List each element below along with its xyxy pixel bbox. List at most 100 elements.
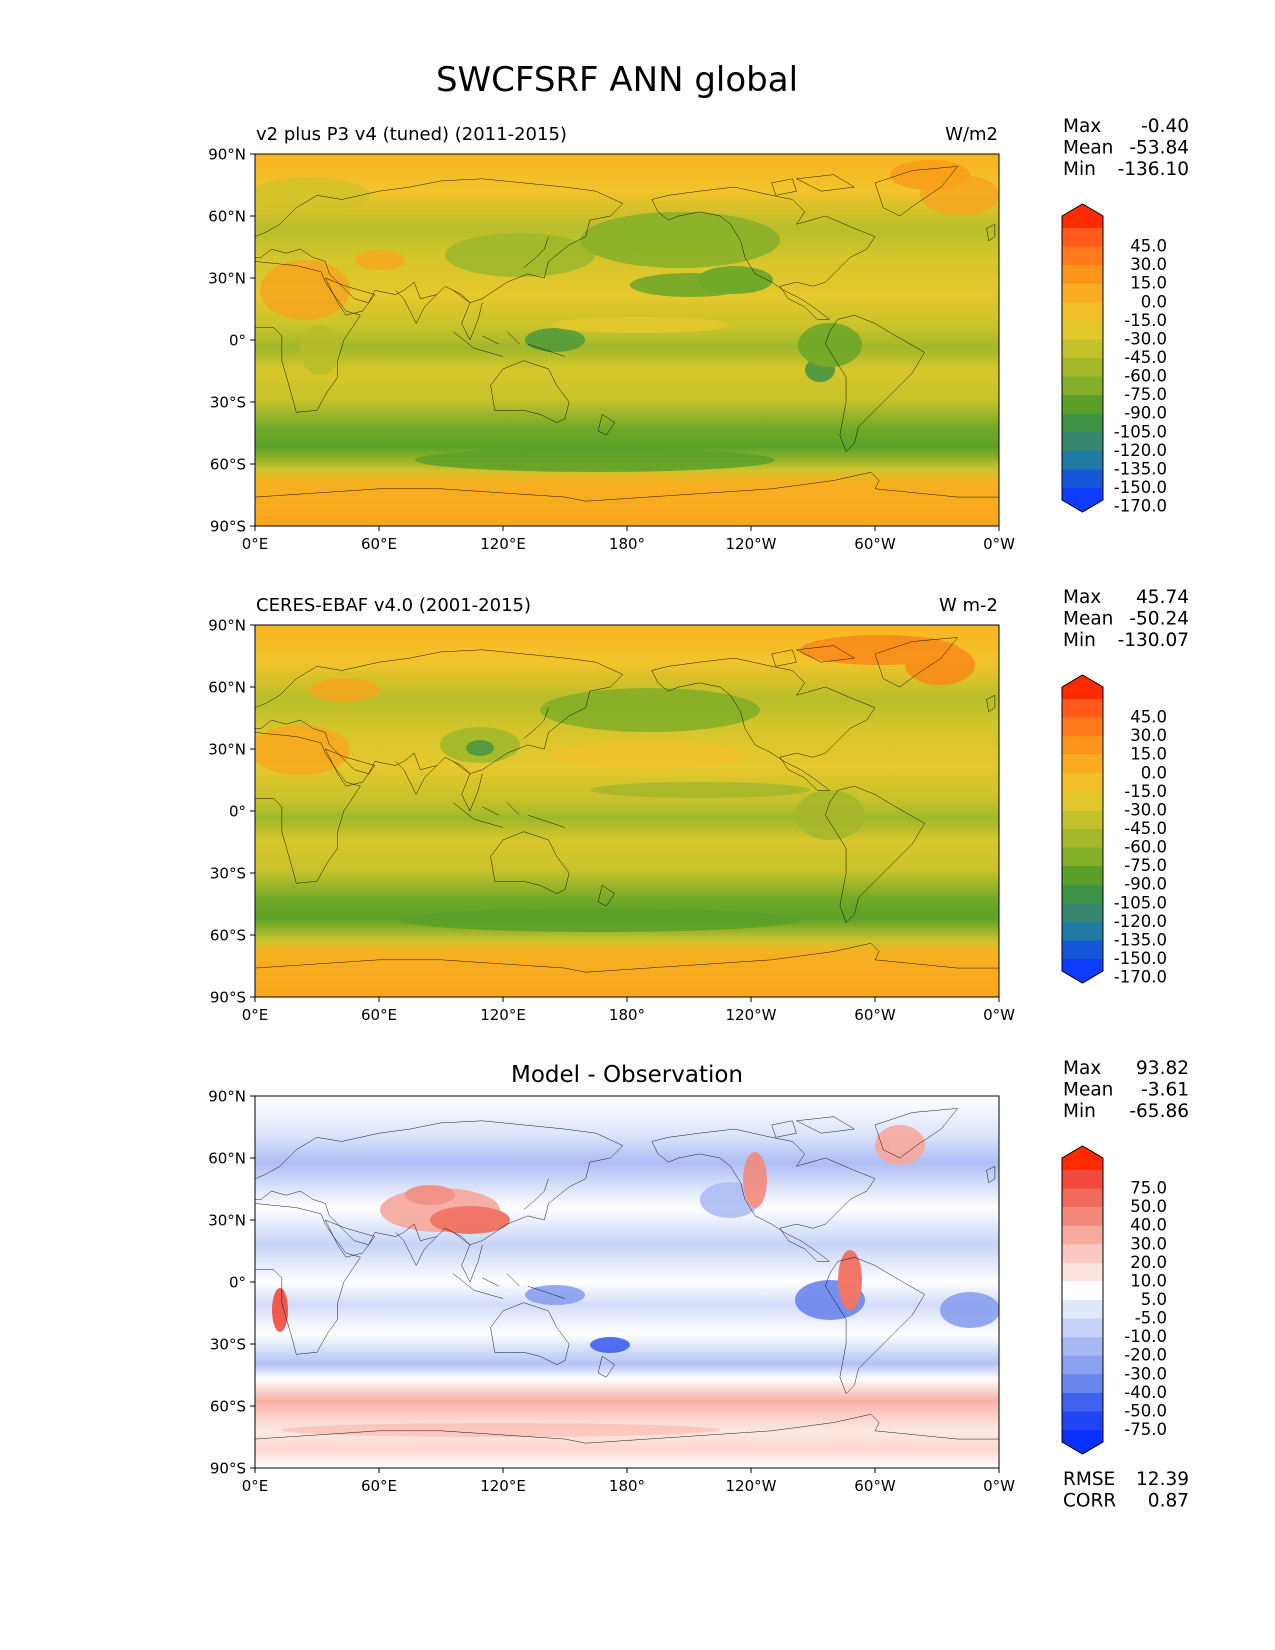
panel-title-left: v2 plus P3 v4 (tuned) (2011-2015): [256, 124, 567, 145]
colorbar-swatch: [1062, 884, 1103, 904]
stat-value: -136.10: [1118, 159, 1189, 180]
lat-tick-label: 90°S: [210, 1460, 246, 1478]
colorbar-label: 10.0: [1130, 1271, 1167, 1290]
lat-tick-label: 30°N: [208, 741, 246, 759]
colorbar-label: 45.0: [1130, 708, 1167, 727]
lat-tick-label: 60°S: [210, 1398, 246, 1416]
colorbar-label: -15.0: [1124, 311, 1167, 330]
colorbar-outline: [1061, 674, 1104, 984]
panel-units: W/m2: [945, 124, 998, 145]
colorbar-swatch: [1062, 866, 1103, 886]
field-features: [255, 635, 975, 932]
colorbar-label: -75.0: [1124, 1420, 1167, 1439]
stat-label: Max: [1063, 587, 1101, 608]
colorbar-swatch: [1062, 717, 1103, 737]
colorbar-swatch: [1062, 1337, 1103, 1357]
colorbar-label: -45.0: [1124, 819, 1167, 838]
colorbar-label: 15.0: [1130, 274, 1167, 293]
colorbar-swatch: [1062, 754, 1103, 774]
colorbar-label: 20.0: [1130, 1253, 1167, 1272]
stat-label: Max: [1063, 116, 1101, 137]
colorbar-extend-min: [1062, 488, 1103, 512]
panel-title-left: CERES-EBAF v4.0 (2001-2015): [256, 595, 531, 616]
colorbar-label: -60.0: [1124, 838, 1167, 857]
stat-label: Max: [1063, 1058, 1101, 1079]
colorbar-swatch: [1062, 1392, 1103, 1412]
colorbar-label: -15.0: [1124, 782, 1167, 801]
colorbar-label: 50.0: [1130, 1197, 1167, 1216]
colorbar-label: -75.0: [1124, 856, 1167, 875]
colorbar-label: -30.0: [1124, 329, 1167, 348]
colorbar-label: -135.0: [1114, 459, 1167, 478]
field-features: [272, 1125, 999, 1437]
colorbar-extend-min: [1062, 959, 1103, 983]
lon-tick-label: 180°: [609, 535, 645, 553]
panel-observation: CERES-EBAF v4.0 (2001-2015) W m-2: [254, 595, 1000, 998]
stat-value: -130.07: [1118, 630, 1189, 651]
colorbar-swatch: [1062, 302, 1103, 322]
lon-tick-label: 60°W: [854, 1006, 896, 1024]
stat-label: Mean: [1063, 1080, 1113, 1101]
lat-tick-label: 30°S: [210, 865, 246, 883]
lon-tick-label: 0°W: [983, 1477, 1015, 1495]
lat-tick-label: 90°S: [210, 518, 246, 536]
generated-annotations: 90°N 60°N 30°N 0° 30°S 60°S 90°S 0°E 60°E 120°E 18…: [208, 116, 1189, 1512]
colorbar-label: -135.0: [1114, 930, 1167, 949]
colorbar-swatch: [1062, 736, 1103, 756]
colorbar-label: 75.0: [1130, 1179, 1167, 1198]
field-features: [255, 160, 999, 472]
lon-tick-label: 0°E: [242, 1006, 269, 1024]
lat-tick-label: 30°N: [208, 270, 246, 288]
lon-tick-label: 60°E: [361, 1006, 397, 1024]
lon-tick-label: 60°W: [854, 535, 896, 553]
lon-tick-label: 0°W: [983, 535, 1015, 553]
colorbar-label: -150.0: [1114, 949, 1167, 968]
field-background: [255, 625, 999, 997]
colorbar-swatch: [1062, 413, 1103, 433]
colorbar-label: -120.0: [1114, 441, 1167, 460]
colorbar-swatch: [1062, 283, 1103, 303]
colorbar-outline: [1061, 203, 1104, 513]
colorbar-swatch: [1062, 246, 1103, 266]
lon-tick-label: 120°E: [480, 1006, 526, 1024]
colorbar-swatch: [1062, 1225, 1103, 1245]
colorbar-swatch: [1062, 1318, 1103, 1338]
colorbar-swatch: [1062, 320, 1103, 340]
lat-tick-label: 60°N: [208, 1150, 246, 1168]
colorbar-label: -105.0: [1114, 893, 1167, 912]
lat-tick-label: 0°: [229, 803, 246, 821]
colorbar-swatch: [1062, 921, 1103, 941]
lon-tick-label: 180°: [609, 1477, 645, 1495]
colorbar-label: 30.0: [1130, 1234, 1167, 1253]
lon-tick-label: 60°W: [854, 1477, 896, 1495]
lat-tick-label: 60°S: [210, 456, 246, 474]
panel-model: v2 plus P3 v4 (tuned) (2011-2015) W/m2: [254, 124, 1000, 527]
lat-tick-label: 60°N: [208, 679, 246, 697]
colorbar-label: -75.0: [1124, 385, 1167, 404]
colorbar-swatch: [1062, 1411, 1103, 1431]
colorbar-swatch: [1062, 339, 1103, 359]
colorbar-label: -10.0: [1124, 1327, 1167, 1346]
colorbar-label: -120.0: [1114, 912, 1167, 931]
stat-label: Mean: [1063, 609, 1113, 630]
colorbar-label: -5.0: [1135, 1309, 1167, 1328]
lat-tick-label: 90°N: [208, 1088, 246, 1106]
colorbar-extend-max: [1062, 675, 1103, 699]
lat-tick-label: 30°S: [210, 1336, 246, 1354]
colorbar-label: -30.0: [1124, 1364, 1167, 1383]
colorbar-label: 5.0: [1141, 1290, 1167, 1309]
colorbar-swatch: [1062, 376, 1103, 396]
colorbar-extend-max: [1062, 1146, 1103, 1170]
colorbar-label: -150.0: [1114, 478, 1167, 497]
colorbar-label: -50.0: [1124, 1401, 1167, 1420]
colorbar-label: 0.0: [1141, 292, 1167, 311]
lon-tick-label: 120°W: [726, 535, 777, 553]
colorbar-label: 30.0: [1130, 255, 1167, 274]
colorbar-swatch: [1062, 847, 1103, 867]
lon-tick-label: 120°E: [480, 1477, 526, 1495]
lat-tick-label: 0°: [229, 332, 246, 350]
colorbar-swatch: [1062, 810, 1103, 830]
stat-value: 93.82: [1136, 1058, 1189, 1079]
stat-label: Mean: [1063, 138, 1113, 159]
